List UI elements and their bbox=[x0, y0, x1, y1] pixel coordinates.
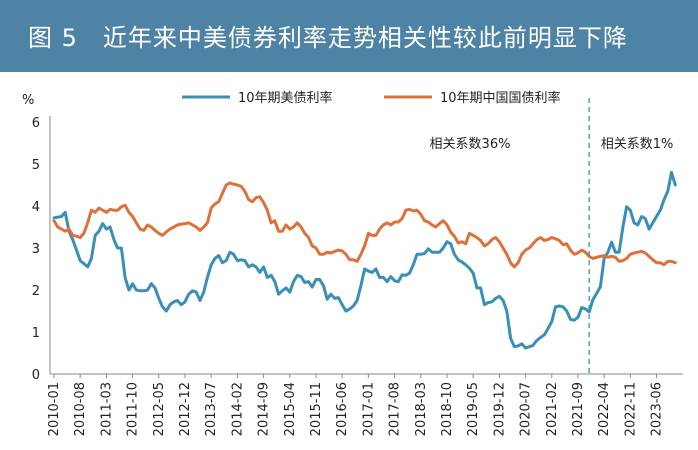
x-tick-label: 2015-11 bbox=[309, 382, 324, 436]
axes: % 0 1 2 3 4 5 6 2010-01 2010-08 2011-03 2011-10 2012… bbox=[22, 93, 683, 436]
y-tick-label: 5 bbox=[32, 158, 40, 173]
y-tick-label: 1 bbox=[32, 326, 40, 341]
x-tick-label: 2014-09 bbox=[257, 382, 272, 436]
figure-header: 图 5 近年来中美债券利率走势相关性较此前明显下降 bbox=[0, 0, 698, 72]
x-tick-label: 2011-10 bbox=[126, 382, 141, 436]
x-tick-label: 2021-09 bbox=[571, 382, 586, 436]
x-tick-label: 2019-05 bbox=[466, 382, 481, 436]
x-tick-label: 2020-07 bbox=[519, 382, 534, 436]
legend-label: 10年期中国国债利率 bbox=[440, 90, 561, 106]
y-unit-label: % bbox=[22, 93, 34, 108]
x-tick-label: 2017-08 bbox=[388, 382, 403, 436]
series-lines bbox=[52, 170, 677, 350]
y-tick-label: 4 bbox=[32, 200, 40, 215]
x-tick-label: 2019-12 bbox=[492, 382, 507, 436]
x-tick-label: 2012-12 bbox=[178, 382, 193, 436]
x-tick-label: 2018-10 bbox=[440, 382, 455, 436]
x-tick-label: 2012-05 bbox=[152, 382, 167, 436]
x-tick-label: 2011-03 bbox=[99, 382, 114, 436]
x-tick-label: 2015-04 bbox=[283, 382, 298, 436]
x-tick-label: 2016-06 bbox=[335, 382, 350, 436]
x-tick-label: 2021-02 bbox=[545, 382, 560, 436]
annotations: 相关系数36% 相关系数1% bbox=[430, 98, 674, 374]
x-tick-label: 2018-03 bbox=[414, 382, 429, 436]
y-tick-label: 2 bbox=[32, 284, 40, 299]
annotation-corr-before: 相关系数36% bbox=[430, 137, 511, 152]
y-tick-label: 3 bbox=[32, 242, 40, 257]
x-tick-label: 2017-01 bbox=[361, 382, 376, 436]
legend: 10年期美债利率 10年期中国国债利率 bbox=[182, 90, 561, 106]
figure-title: 图 5 近年来中美债券利率走势相关性较此前明显下降 bbox=[28, 24, 628, 52]
x-tick-label: 2022-04 bbox=[597, 382, 612, 436]
series-us-10y-line bbox=[52, 170, 677, 350]
line-chart: % 0 1 2 3 4 5 6 2010-01 2010-08 2011-03 2011-10 2012… bbox=[22, 90, 683, 436]
y-tick-label: 0 bbox=[32, 368, 40, 383]
x-tick-label: 2023-06 bbox=[650, 382, 665, 436]
x-tick-label: 2013-07 bbox=[204, 382, 219, 436]
x-tick-label: 2022-11 bbox=[623, 382, 638, 436]
x-tick-label: 2010-08 bbox=[73, 382, 88, 436]
y-tick-label: 6 bbox=[32, 116, 40, 131]
x-tick-label: 2010-01 bbox=[47, 382, 62, 436]
annotation-corr-after: 相关系数1% bbox=[601, 137, 674, 152]
x-tick-label: 2014-02 bbox=[230, 382, 245, 436]
chart-area: % 0 1 2 3 4 5 6 2010-01 2010-08 2011-03 2011-10 2012… bbox=[0, 72, 698, 450]
series-cn-10y-line bbox=[52, 181, 677, 269]
legend-label: 10年期美债利率 bbox=[238, 90, 333, 106]
